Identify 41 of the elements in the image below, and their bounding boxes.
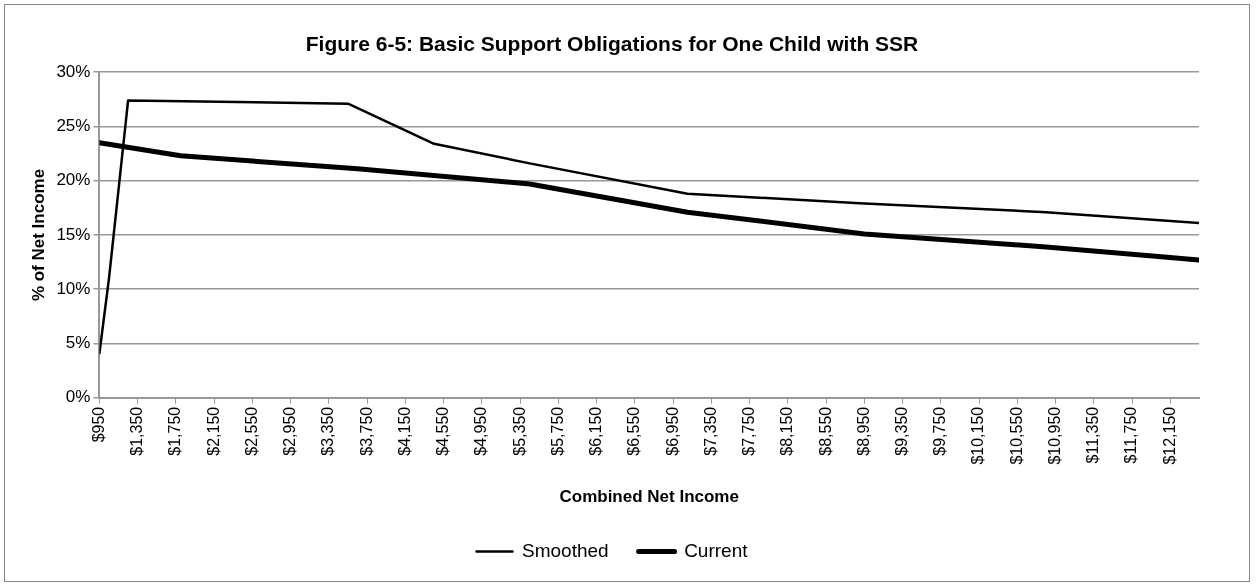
- x-tick-label: $1,350: [128, 406, 146, 456]
- x-tick-label: $4,550: [434, 406, 452, 456]
- x-tick-label: $7,750: [740, 406, 758, 456]
- x-tick-label: $7,350: [701, 406, 719, 456]
- x-tick-label: $11,350: [1084, 406, 1102, 464]
- x-tick-label: $9,350: [893, 406, 910, 456]
- x-tick-label: $6,550: [625, 406, 643, 456]
- x-tick-label: $8,950: [854, 406, 872, 456]
- x-tick-label: $2,950: [281, 406, 299, 456]
- x-tick-label: $3,350: [319, 406, 337, 456]
- x-tick-label: $8,550: [816, 406, 834, 456]
- x-tick-label: $12,150: [1160, 406, 1178, 465]
- y-tick-label: 20%: [56, 170, 91, 190]
- x-tick-label: $9,750: [931, 406, 949, 456]
- x-tick-label: $10,150: [969, 406, 987, 465]
- x-tick-label: $2,150: [204, 406, 222, 456]
- y-tick-label: 0%: [65, 387, 91, 407]
- legend-label: Current: [684, 539, 749, 561]
- x-tick-label: $8,150: [778, 406, 796, 456]
- y-tick-label: 25%: [56, 116, 91, 136]
- y-tick-label: 15%: [56, 224, 91, 244]
- x-tick-label: $950: [89, 406, 107, 443]
- x-tick-label: $10,950: [1045, 406, 1063, 465]
- x-tick-label: $6,950: [663, 406, 681, 456]
- legend-label: Smoothed: [522, 539, 609, 561]
- x-tick-label: $4,150: [395, 406, 413, 456]
- chart-title: Figure 6-5: Basic Support Obligations for One Child with SSR: [305, 32, 919, 56]
- x-tick-label: $3,750: [357, 406, 375, 456]
- x-tick-label: $5,750: [548, 406, 566, 456]
- y-tick-label: 10%: [56, 278, 91, 298]
- y-tick-label: 5%: [65, 333, 91, 353]
- x-tick-label: $5,350: [510, 406, 528, 456]
- x-tick-label: $1,750: [166, 406, 184, 456]
- x-tick-label: $4,950: [472, 406, 490, 456]
- x-tick-label: $2,550: [242, 406, 260, 456]
- x-tick-label: $6,150: [587, 406, 605, 456]
- y-tick-label: 30%: [56, 61, 91, 81]
- x-tick-label: $10,550: [1007, 406, 1025, 465]
- x-axis-title: Combined Net Income: [559, 487, 739, 507]
- x-tick-label: $11,750: [1122, 406, 1140, 464]
- y-axis-title: % of Net Income: [28, 168, 48, 302]
